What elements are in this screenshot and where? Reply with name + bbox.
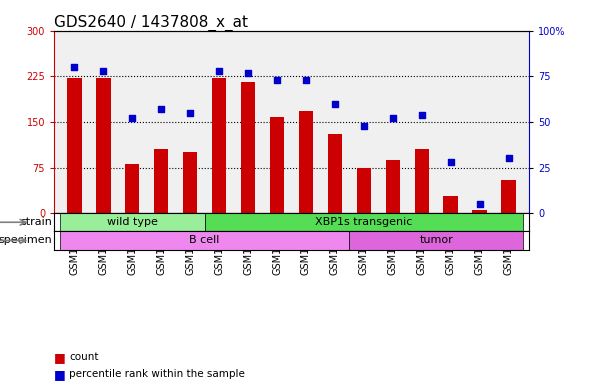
Text: specimen: specimen	[0, 235, 53, 245]
Text: strain: strain	[21, 217, 53, 227]
Bar	[212, 78, 227, 213]
Text: ■: ■	[54, 351, 66, 364]
Point	[185, 110, 195, 116]
Point	[272, 77, 282, 83]
Text: ■: ■	[54, 368, 66, 381]
Text: GDS2640 / 1437808_x_at: GDS2640 / 1437808_x_at	[54, 15, 248, 31]
Bar	[415, 149, 429, 213]
Point	[70, 64, 79, 70]
Bar	[241, 83, 255, 213]
Point	[504, 156, 513, 162]
Point	[301, 77, 311, 83]
Bar	[386, 160, 400, 213]
Bar	[125, 164, 139, 213]
Point	[330, 101, 340, 107]
Text: percentile rank within the sample: percentile rank within the sample	[69, 369, 245, 379]
FancyBboxPatch shape	[349, 231, 523, 250]
Text: tumor: tumor	[419, 235, 453, 245]
Bar	[96, 78, 111, 213]
Bar	[299, 111, 313, 213]
Text: wild type: wild type	[107, 217, 157, 227]
Bar	[154, 149, 168, 213]
Text: XBP1s transgenic: XBP1s transgenic	[315, 217, 412, 227]
Bar	[501, 180, 516, 213]
Point	[215, 68, 224, 74]
Bar	[472, 210, 487, 213]
Point	[99, 68, 108, 74]
Bar	[328, 134, 342, 213]
Point	[359, 122, 368, 129]
Point	[388, 115, 398, 121]
Point	[243, 70, 253, 76]
Point	[417, 112, 427, 118]
Bar	[356, 168, 371, 213]
Bar	[183, 152, 197, 213]
Point	[446, 159, 456, 165]
Text: B cell: B cell	[189, 235, 220, 245]
Point	[475, 201, 484, 207]
Point	[127, 115, 137, 121]
Point	[156, 106, 166, 112]
Text: count: count	[69, 352, 99, 362]
FancyBboxPatch shape	[60, 213, 204, 231]
FancyBboxPatch shape	[204, 213, 523, 231]
Bar	[270, 117, 284, 213]
Bar	[67, 78, 82, 213]
Bar	[444, 196, 458, 213]
FancyBboxPatch shape	[60, 231, 349, 250]
